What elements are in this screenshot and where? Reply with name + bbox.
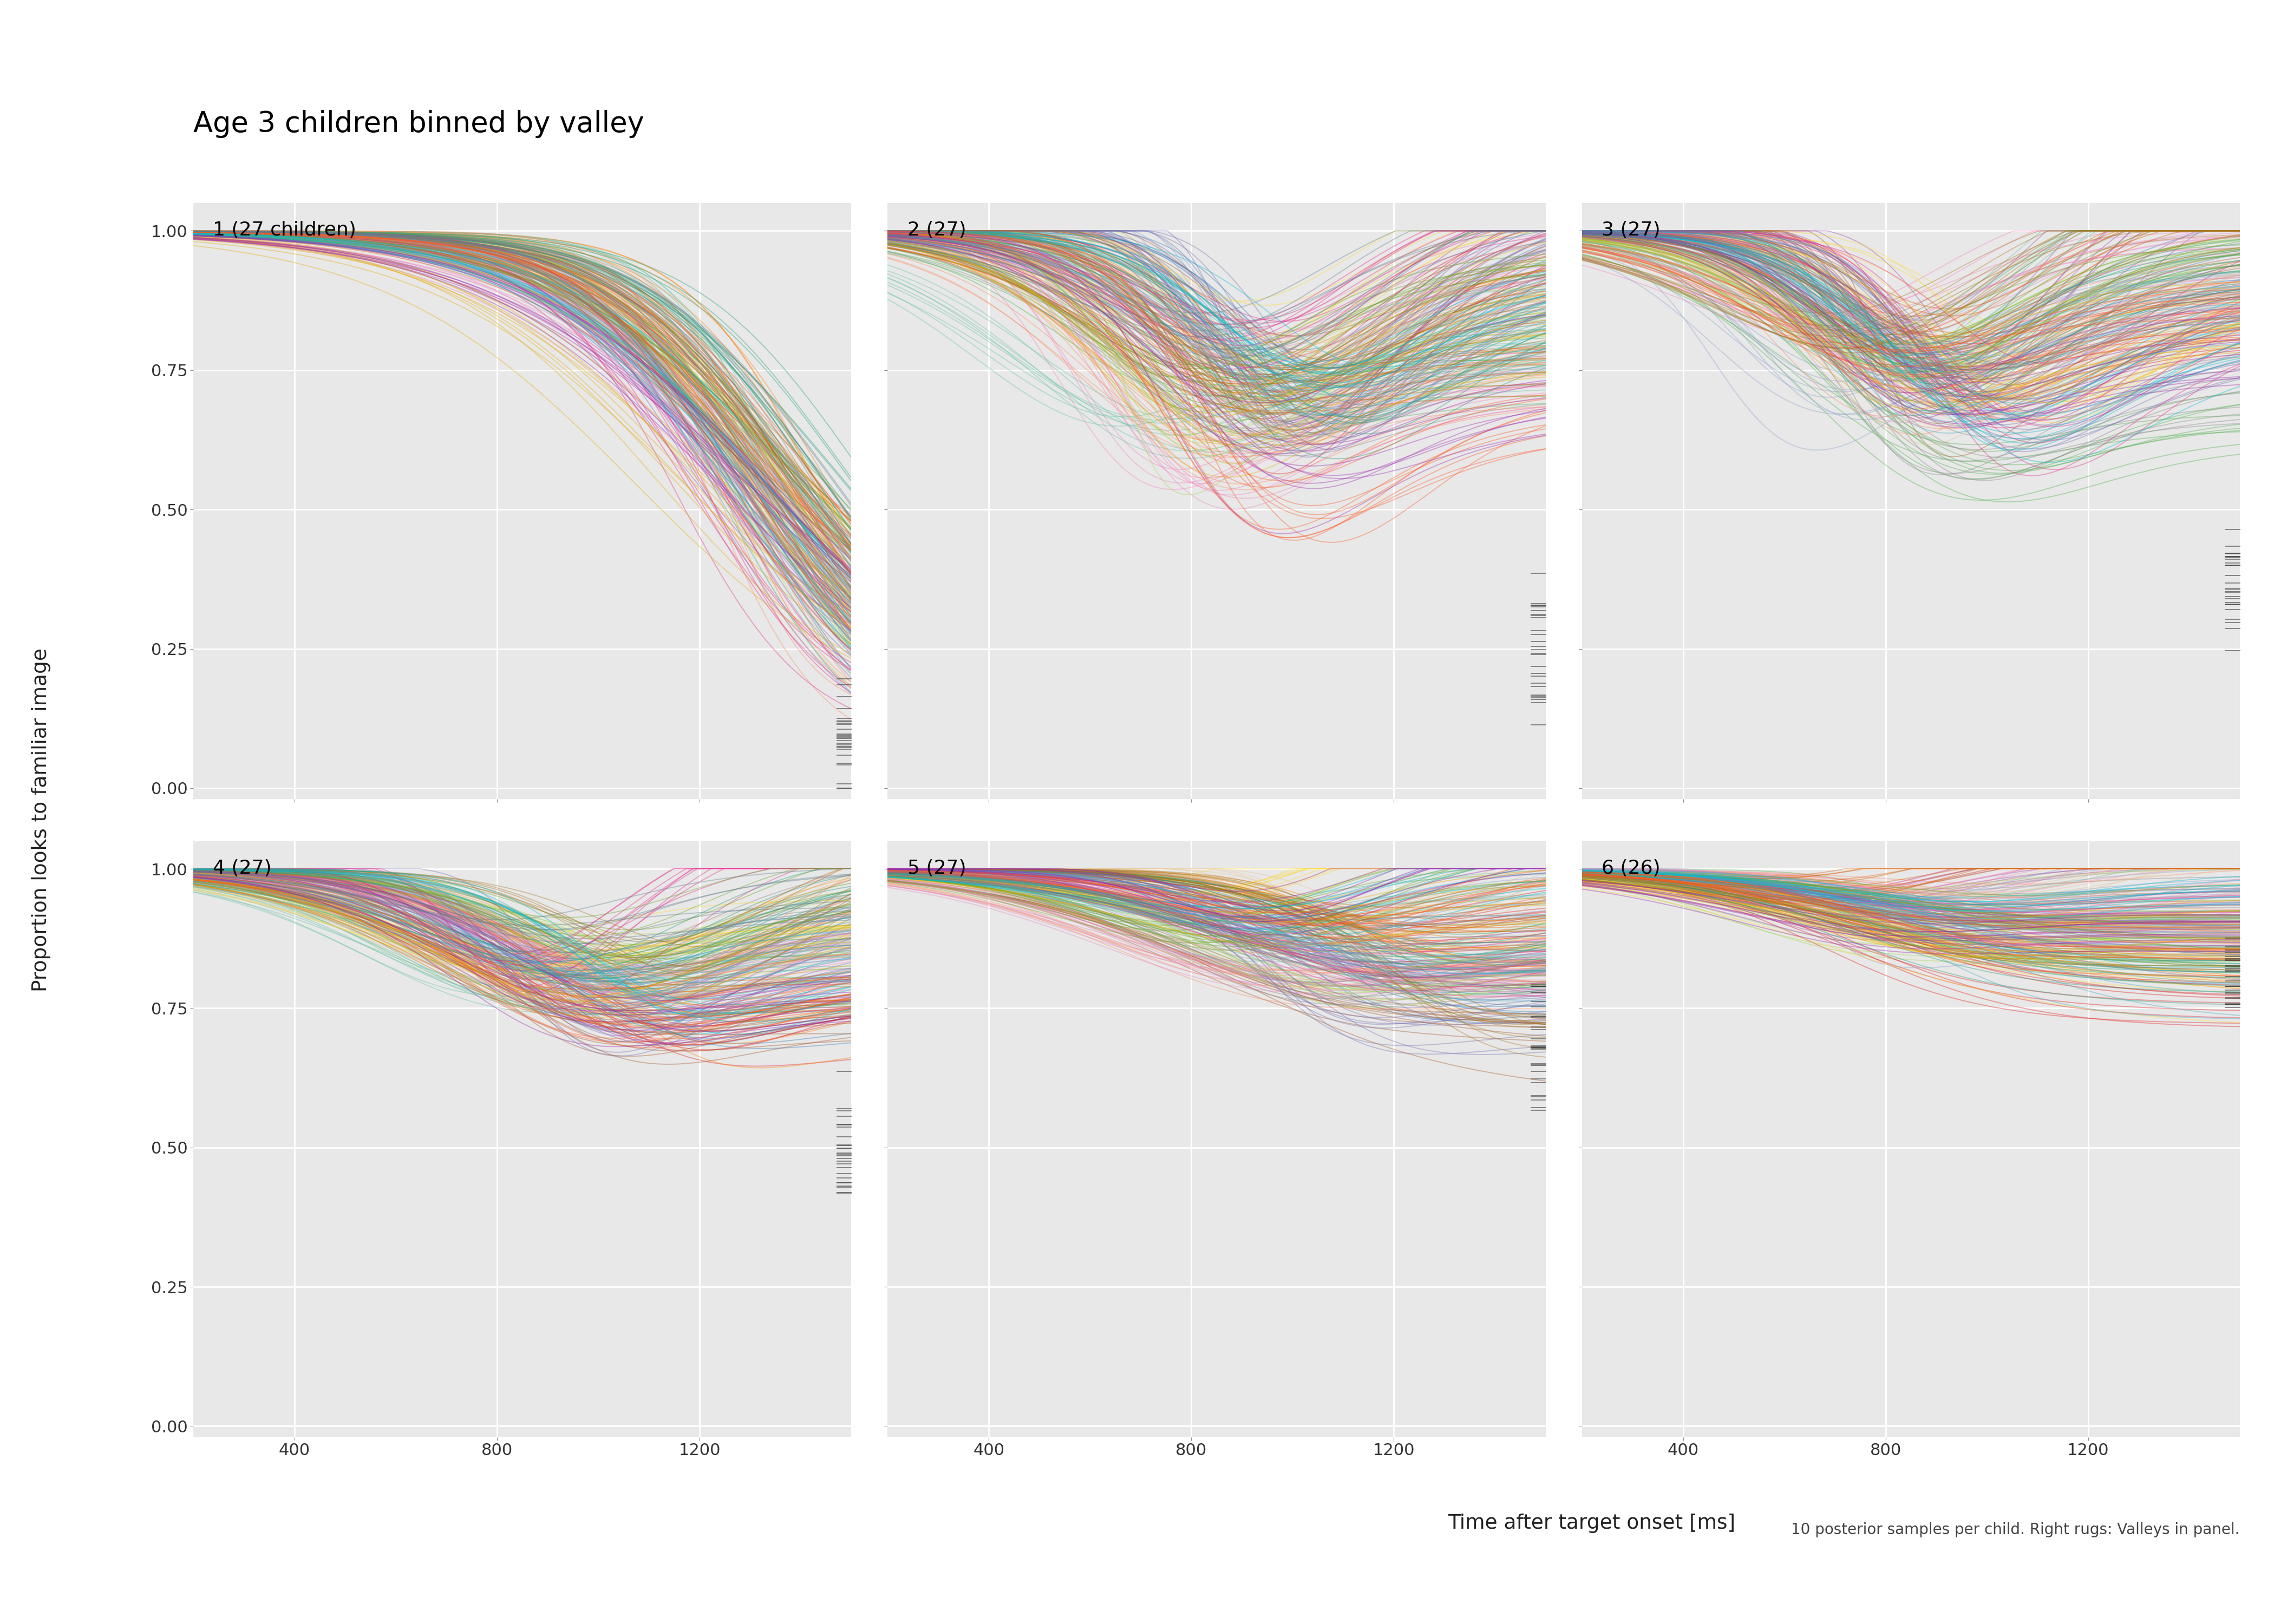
Text: Proportion looks to familiar image: Proportion looks to familiar image (32, 648, 50, 992)
Text: 5 (27): 5 (27) (907, 859, 966, 877)
Text: Age 3 children binned by valley: Age 3 children binned by valley (193, 110, 644, 138)
Text: 10 posterior samples per child. Right rugs: Valleys in panel.: 10 posterior samples per child. Right ru… (1792, 1522, 2240, 1538)
Text: 2 (27): 2 (27) (907, 221, 966, 239)
Text: 6 (26): 6 (26) (1601, 859, 1660, 877)
Text: 4 (27): 4 (27) (214, 859, 273, 877)
Text: Time after target onset [ms]: Time after target onset [ms] (1449, 1514, 1735, 1533)
Text: 1 (27 children): 1 (27 children) (214, 221, 357, 239)
Text: 3 (27): 3 (27) (1601, 221, 1660, 239)
